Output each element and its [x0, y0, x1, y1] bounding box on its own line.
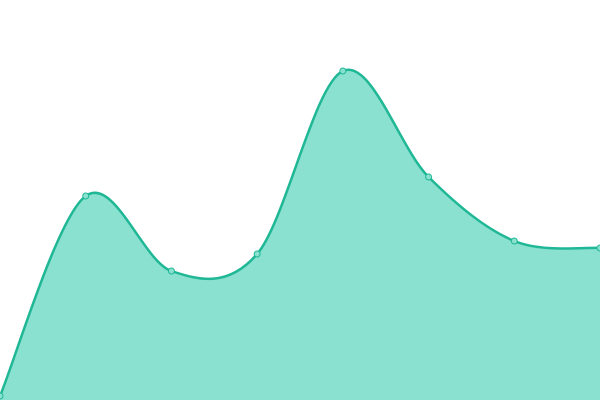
- point: [253, 250, 261, 258]
- point: [425, 173, 433, 181]
- point: [510, 237, 518, 245]
- point: [82, 192, 90, 200]
- point: [167, 267, 175, 275]
- point: [596, 244, 600, 252]
- point: [0, 392, 4, 400]
- point: [339, 67, 347, 75]
- area-fill: [0, 69, 600, 400]
